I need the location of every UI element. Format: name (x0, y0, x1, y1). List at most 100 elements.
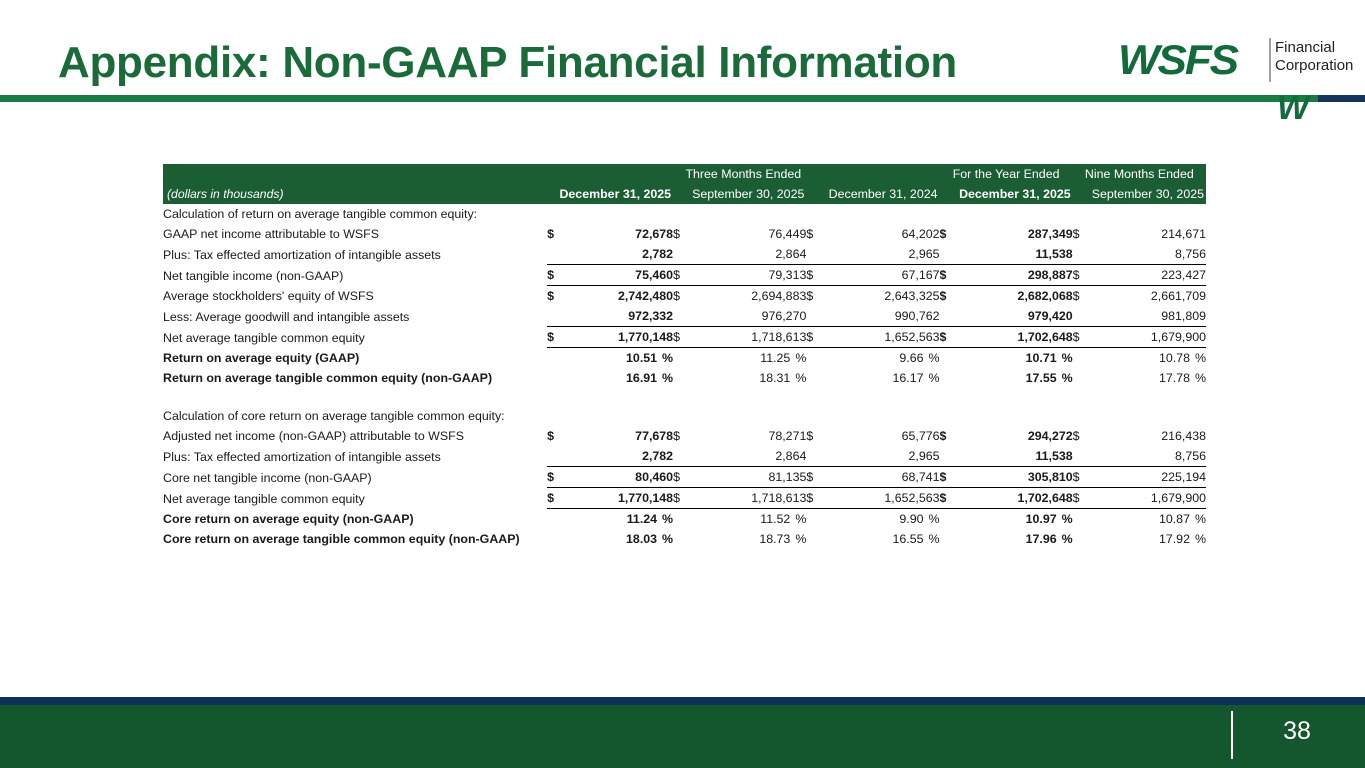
table-cell-value: 10.87% (1090, 508, 1206, 529)
table-group-header-row: Three Months Ended For the Year Ended Ni… (163, 164, 1206, 184)
currency-spacer (673, 347, 691, 368)
currency-symbol: $ (806, 487, 824, 509)
percent-symbol: % (1194, 351, 1206, 365)
page-title: Appendix: Non-GAAP Financial Information (58, 38, 957, 87)
table-cell-value: 2,694,883 (690, 285, 807, 306)
table-date-header-row: (dollars in thousands) December 31, 2025… (163, 184, 1206, 204)
currency-symbol: $ (673, 227, 680, 241)
table-cell-value: 2,965 (908, 247, 940, 261)
currency-spacer (673, 244, 690, 265)
table-cell-value: 10.71% (956, 347, 1073, 368)
table-cell-value: 1,718,613 (690, 326, 807, 348)
footer-navy-bar (0, 697, 1365, 705)
table-row: Less: Average goodwill and intangible as… (163, 306, 1206, 327)
table-cell-value: 1,652,563 (823, 487, 940, 509)
currency-spacer (940, 529, 957, 549)
table-cell-value: 1,770,148 (564, 487, 674, 509)
percent-value: 18.73 (759, 532, 791, 546)
percent-value: 11.24 (626, 512, 658, 526)
currency-spacer (806, 347, 824, 368)
row-label: Plus: Tax effected amortization of intan… (163, 247, 441, 262)
table-cell-value: 10.78% (1090, 347, 1206, 368)
percent-symbol: % (795, 351, 807, 365)
table-row: Core net tangible income (non-GAAP) $80,4… (163, 466, 1206, 488)
currency-spacer (1073, 529, 1090, 549)
table-cell-value: 76,449 (768, 227, 807, 241)
table-row: Core return on average equity (non-GAAP)… (163, 508, 1206, 529)
row-label: Core return on average equity (non-GAAP) (163, 512, 414, 526)
currency-spacer (547, 244, 564, 265)
table-cell-value: 2,742,480 (564, 285, 674, 306)
table-cell-value: 1,702,648 (956, 326, 1073, 348)
table-cell-value: 81,135 (690, 466, 807, 488)
group-header-full-year: For the Year Ended (952, 167, 1060, 181)
currency-spacer (673, 446, 690, 467)
percent-value: 18.31 (759, 371, 791, 385)
table-row: Core return on average tangible common e… (163, 529, 1206, 549)
table-cell-value: 75,460 (564, 264, 674, 286)
footer-green-band (0, 705, 1365, 768)
currency-symbol: $ (806, 326, 824, 348)
table-cell-value: 2,643,325 (823, 285, 940, 306)
table-cell-value: 68,741 (823, 466, 940, 488)
currency-spacer (1073, 368, 1090, 388)
currency-symbol: $ (939, 326, 957, 348)
table-cell-value: 17.96% (957, 529, 1073, 549)
percent-symbol: % (1194, 371, 1206, 385)
table-row: Net average tangible common equity $1,770… (163, 487, 1206, 509)
table-cell-value: 1,702,648 (956, 487, 1073, 509)
row-label: Net average tangible common equity (163, 491, 365, 506)
currency-spacer (806, 306, 823, 327)
table-cell-value: 78,271 (768, 429, 807, 443)
page-number: 38 (1283, 717, 1311, 745)
percent-symbol: % (1061, 371, 1073, 385)
currency-symbol: $ (673, 264, 691, 286)
table-cell-value: 18.31% (690, 368, 806, 388)
table-cell-value: 2,782 (642, 247, 674, 261)
percent-value: 9.90 (899, 512, 924, 526)
currency-spacer (1072, 508, 1091, 529)
percent-symbol: % (795, 512, 807, 526)
wsfs-logo: WSFS Financial Corporation (1118, 36, 1354, 86)
currency-spacer (806, 368, 823, 388)
percent-value: 11.52 (760, 512, 791, 526)
table-cell-value: 287,349 (1027, 227, 1073, 241)
percent-value: 16.55 (892, 532, 924, 546)
logo-divider (1269, 38, 1271, 82)
currency-spacer (940, 446, 957, 467)
column-header-date-3: December 31, 2024 (828, 187, 938, 201)
table-cell-value: 216,438 (1161, 429, 1206, 443)
column-header-date-1: December 31, 2025 (559, 187, 672, 201)
column-header-date-5: September 30, 2025 (1091, 187, 1204, 201)
row-label: Return on average tangible common equity… (163, 371, 493, 385)
wsfs-logo-wordmark: WSFS (1118, 36, 1239, 83)
section-title: Calculation of return on average tangibl… (163, 207, 478, 221)
table-cell-value: 2,965 (908, 449, 940, 463)
currency-symbol: $ (547, 227, 555, 241)
table-cell-value: 18.73% (690, 529, 806, 549)
currency-spacer (673, 306, 690, 327)
section-spacer (163, 388, 1206, 406)
currency-spacer (673, 368, 690, 388)
currency-spacer (1072, 347, 1091, 368)
percent-value: 16.17 (892, 371, 924, 385)
row-label: Return on average equity (GAAP) (163, 351, 360, 365)
table-row: Net average tangible common equity $1,770… (163, 326, 1206, 348)
table-cell-value: 1,679,900 (1090, 487, 1206, 509)
percent-symbol: % (1061, 512, 1073, 526)
currency-symbol: $ (939, 466, 957, 488)
currency-symbol: $ (547, 326, 565, 348)
table-body: Calculation of return on average tangibl… (163, 204, 1206, 549)
currency-symbol: $ (806, 264, 824, 286)
table-cell-value: 2,864 (775, 247, 807, 261)
currency-spacer (940, 368, 957, 388)
percent-value: 17.55 (1025, 371, 1057, 385)
table-cell-value: 294,272 (1027, 429, 1073, 443)
table-cell-value: 298,887 (956, 264, 1073, 286)
table-cell-value: 11,538 (1035, 247, 1073, 261)
table-cell-value: 976,270 (761, 309, 807, 323)
currency-spacer (547, 347, 565, 368)
table-cell-value: 1,679,900 (1090, 326, 1206, 348)
table-header: Three Months Ended For the Year Ended Ni… (163, 164, 1206, 204)
table-cell-value: 979,420 (1027, 309, 1073, 323)
